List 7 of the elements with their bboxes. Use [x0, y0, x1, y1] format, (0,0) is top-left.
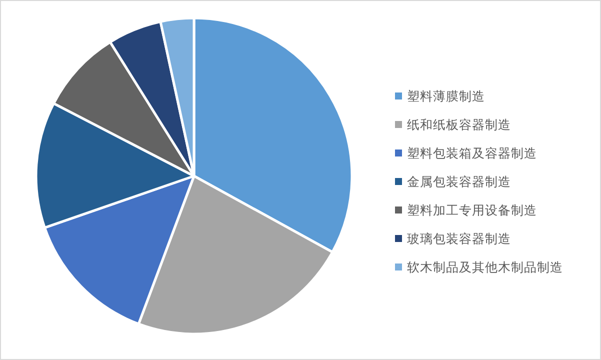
- legend-label: 软木制品及其他木制品制造: [407, 260, 563, 274]
- legend-label: 金属包装容器制造: [407, 174, 511, 189]
- legend-label: 玻璃包装容器制造: [407, 231, 511, 246]
- legend-label: 塑料加工专用设备制造: [407, 202, 537, 218]
- legend-label: 纸和纸板容器制造: [407, 117, 511, 132]
- legend-label: 塑料包装箱及容器制造: [407, 146, 537, 160]
- legend-label: 塑料薄膜制造: [407, 88, 485, 104]
